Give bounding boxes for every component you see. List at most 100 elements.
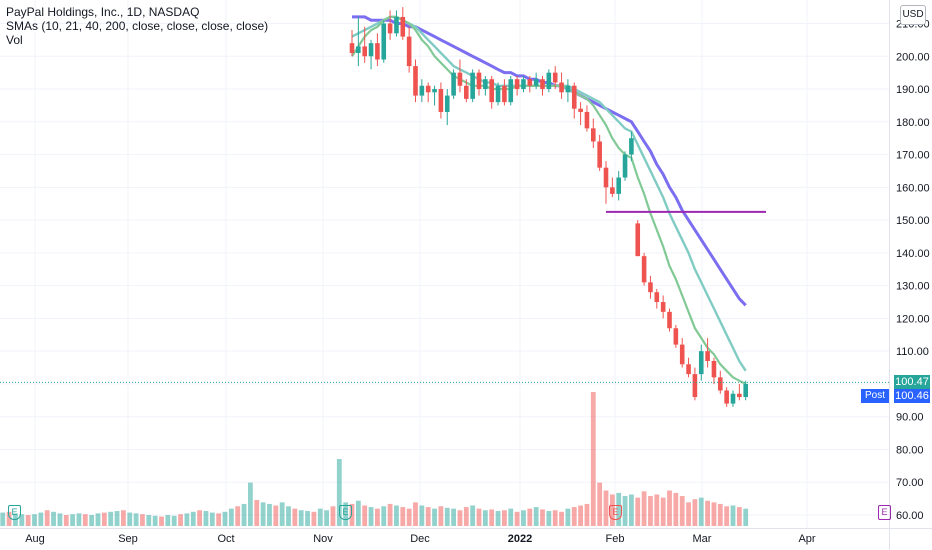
volume-bar bbox=[724, 506, 730, 526]
volume-bar bbox=[406, 508, 412, 526]
volume-bar bbox=[514, 511, 520, 526]
volume-bar bbox=[57, 513, 63, 526]
volume-bar bbox=[368, 507, 374, 526]
candle bbox=[622, 151, 628, 181]
time-tick-label: Mar bbox=[693, 533, 712, 545]
price-axis[interactable]: 60.0070.0080.0090.00100.00110.00120.0013… bbox=[896, 19, 930, 523]
volume-bar bbox=[6, 511, 12, 526]
candle bbox=[552, 66, 558, 90]
price-tick-label: 80.00 bbox=[896, 444, 924, 456]
upcoming-event-icon[interactable]: E bbox=[878, 505, 891, 520]
candle bbox=[679, 338, 685, 368]
volume-bar bbox=[394, 505, 399, 526]
volume-bar bbox=[63, 514, 69, 526]
candle bbox=[425, 82, 431, 103]
candle bbox=[565, 79, 571, 103]
volume-bar bbox=[235, 506, 241, 526]
volume-bar bbox=[584, 503, 590, 526]
candle bbox=[432, 85, 437, 106]
volume-bar bbox=[660, 497, 666, 526]
volume-bar bbox=[590, 392, 596, 526]
candle bbox=[635, 220, 641, 257]
candle bbox=[457, 59, 463, 93]
volume-bar bbox=[260, 502, 266, 526]
grid-lines bbox=[0, 0, 889, 528]
volume-bar bbox=[203, 511, 209, 526]
candle bbox=[616, 170, 621, 201]
volume-bar bbox=[190, 511, 196, 526]
candle bbox=[495, 82, 501, 106]
volume-bar bbox=[159, 516, 164, 526]
volume-bar bbox=[648, 496, 653, 526]
volume-bar bbox=[114, 511, 120, 526]
candle bbox=[654, 288, 660, 309]
volume-bar bbox=[362, 505, 368, 526]
chart-legend: PayPal Holdings, Inc., 1D, NASDAQ SMAs (… bbox=[6, 5, 268, 47]
time-tick-label: Aug bbox=[25, 533, 45, 545]
candle bbox=[705, 338, 710, 368]
time-axis[interactable]: Aug Sep Oct Nov Dec 2022 Feb Mar Apr bbox=[25, 533, 816, 545]
legend-title[interactable]: PayPal Holdings, Inc., 1D, NASDAQ bbox=[6, 5, 200, 19]
volume-bar bbox=[70, 514, 75, 526]
volume-bar bbox=[413, 502, 418, 526]
candle bbox=[394, 10, 399, 37]
price-tick-label: 200.00 bbox=[896, 51, 930, 63]
volume-bar bbox=[178, 514, 183, 526]
volume-bar bbox=[317, 508, 323, 526]
candle bbox=[571, 82, 577, 119]
price-tick-label: 170.00 bbox=[896, 150, 930, 162]
volume-bar bbox=[438, 506, 444, 526]
volume-bar bbox=[502, 510, 507, 526]
earnings-event-icon[interactable]: E bbox=[8, 505, 21, 520]
candle bbox=[546, 69, 552, 93]
earnings-event-icon[interactable]: E bbox=[339, 505, 352, 520]
volume-bar bbox=[298, 510, 304, 526]
volume-bar bbox=[489, 509, 495, 526]
candle bbox=[413, 59, 418, 103]
volume-bar bbox=[629, 494, 634, 526]
volume-bar bbox=[603, 490, 609, 526]
price-tick-label: 60.00 bbox=[896, 510, 924, 522]
volume-bar bbox=[273, 505, 279, 526]
candle bbox=[648, 275, 653, 299]
volume-bar bbox=[184, 513, 190, 526]
plot-area[interactable] bbox=[0, 0, 889, 528]
currency-button[interactable]: USD bbox=[900, 5, 926, 25]
candle bbox=[483, 75, 488, 96]
volume-bar bbox=[482, 510, 488, 526]
volume-bar bbox=[679, 496, 685, 526]
candle bbox=[540, 75, 545, 96]
volume-bar bbox=[101, 512, 107, 526]
candle bbox=[406, 26, 412, 73]
volume-bar bbox=[425, 507, 431, 526]
candle bbox=[533, 72, 539, 90]
candle bbox=[381, 20, 387, 63]
volume-bar bbox=[44, 510, 50, 526]
volume-bar bbox=[375, 508, 380, 526]
candle bbox=[514, 75, 520, 96]
volume-bar bbox=[286, 506, 291, 526]
volume-bar bbox=[451, 508, 456, 526]
volume-bar bbox=[241, 503, 247, 526]
candle bbox=[698, 344, 704, 381]
volume-bar bbox=[495, 511, 501, 526]
volume-bar bbox=[654, 494, 660, 526]
volume-bar bbox=[381, 506, 387, 526]
volume-bar bbox=[197, 510, 202, 526]
legend-volume[interactable]: Vol bbox=[6, 33, 23, 47]
volume-bar bbox=[82, 514, 88, 526]
volume-bar bbox=[19, 514, 25, 526]
earnings-event-icon[interactable]: E bbox=[609, 505, 622, 520]
volume-bar bbox=[25, 514, 31, 526]
legend-indicators[interactable]: SMAs (10, 21, 40, 200, close, close, clo… bbox=[6, 19, 269, 33]
candle bbox=[711, 357, 717, 384]
candle bbox=[629, 131, 634, 162]
volume-bar bbox=[228, 508, 234, 526]
candle bbox=[444, 89, 450, 126]
price-tick-label: 110.00 bbox=[896, 346, 929, 358]
price-tick-label: 120.00 bbox=[896, 313, 930, 325]
candle bbox=[673, 324, 679, 348]
volume-bar bbox=[292, 508, 298, 526]
price-tick-label: 90.00 bbox=[896, 412, 924, 424]
